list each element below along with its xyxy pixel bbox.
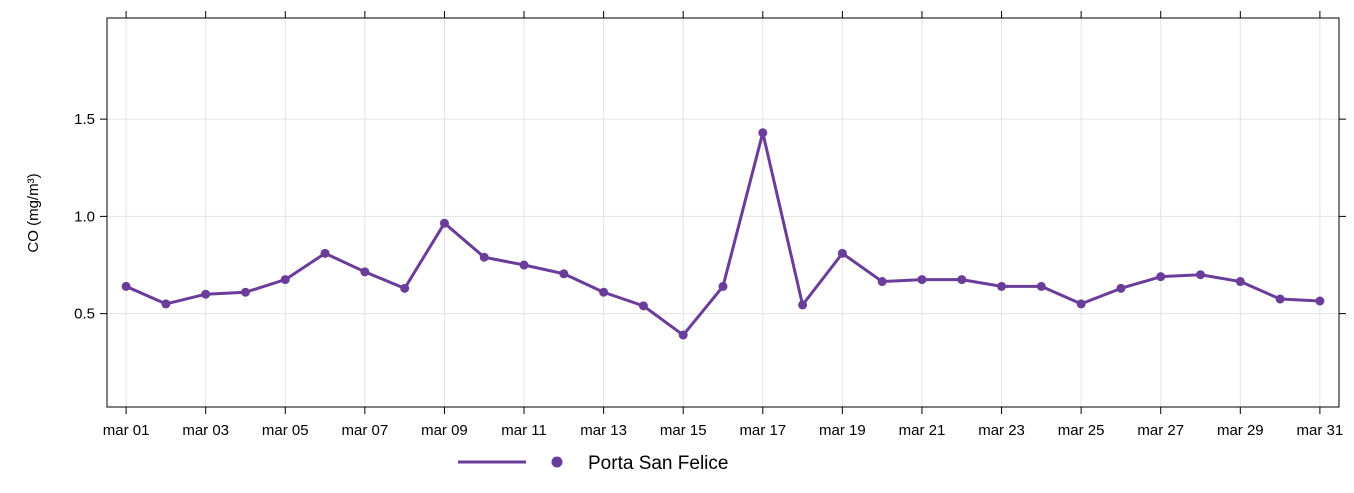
data-point xyxy=(638,301,648,311)
data-point xyxy=(1076,299,1086,309)
data-point xyxy=(798,300,808,310)
y-tick-label: 1.5 xyxy=(74,111,95,128)
y-axis-label: CO (mg/m³) xyxy=(25,173,42,252)
x-tick-label: mar 15 xyxy=(660,422,707,439)
x-tick-label: mar 03 xyxy=(182,422,229,439)
x-tick-label: mar 25 xyxy=(1058,422,1105,439)
data-point xyxy=(400,283,410,293)
x-tick-label: mar 11 xyxy=(501,422,547,439)
x-tick-label: mar 31 xyxy=(1297,422,1344,439)
data-point xyxy=(718,281,728,291)
x-tick-label: mar 13 xyxy=(580,422,627,439)
data-point xyxy=(1196,270,1206,280)
data-point xyxy=(599,287,609,297)
data-point xyxy=(877,277,887,287)
data-point xyxy=(917,275,927,285)
x-tick-label: mar 19 xyxy=(819,422,866,439)
legend-label: Porta San Felice xyxy=(588,453,728,474)
x-tick-label: mar 23 xyxy=(978,422,1025,439)
data-point xyxy=(1036,281,1046,291)
x-tick-label: mar 05 xyxy=(262,422,309,439)
data-point xyxy=(519,260,529,270)
plot-frame xyxy=(106,17,1340,408)
x-tick-label: mar 17 xyxy=(739,422,786,439)
data-point xyxy=(280,275,290,285)
x-tick-label: mar 09 xyxy=(421,422,468,439)
data-point xyxy=(837,248,847,258)
data-point xyxy=(559,269,569,279)
data-point xyxy=(439,218,449,228)
series-line xyxy=(125,131,1320,337)
x-tick-label: mar 01 xyxy=(103,422,150,439)
legend-marker xyxy=(551,456,563,468)
x-tick-label: mar 29 xyxy=(1217,422,1264,439)
data-point xyxy=(1275,294,1285,304)
y-tick-label: 0.5 xyxy=(74,306,95,323)
data-point xyxy=(320,248,330,258)
data-point xyxy=(121,281,131,291)
data-point xyxy=(479,252,489,262)
data-point xyxy=(1235,277,1245,287)
x-tick-label: mar 21 xyxy=(899,422,946,439)
data-point xyxy=(201,289,211,299)
data-point xyxy=(360,267,370,277)
data-point xyxy=(1156,272,1166,282)
data-point xyxy=(997,281,1007,291)
data-point xyxy=(678,330,688,340)
data-point xyxy=(1116,283,1126,293)
data-point xyxy=(161,299,171,309)
data-point xyxy=(240,287,250,297)
data-point xyxy=(758,128,768,138)
x-tick-label: mar 07 xyxy=(342,422,389,439)
data-point xyxy=(957,275,967,285)
x-tick-label: mar 27 xyxy=(1137,422,1184,439)
data-point xyxy=(1315,296,1325,306)
y-tick-label: 1.0 xyxy=(74,208,95,225)
